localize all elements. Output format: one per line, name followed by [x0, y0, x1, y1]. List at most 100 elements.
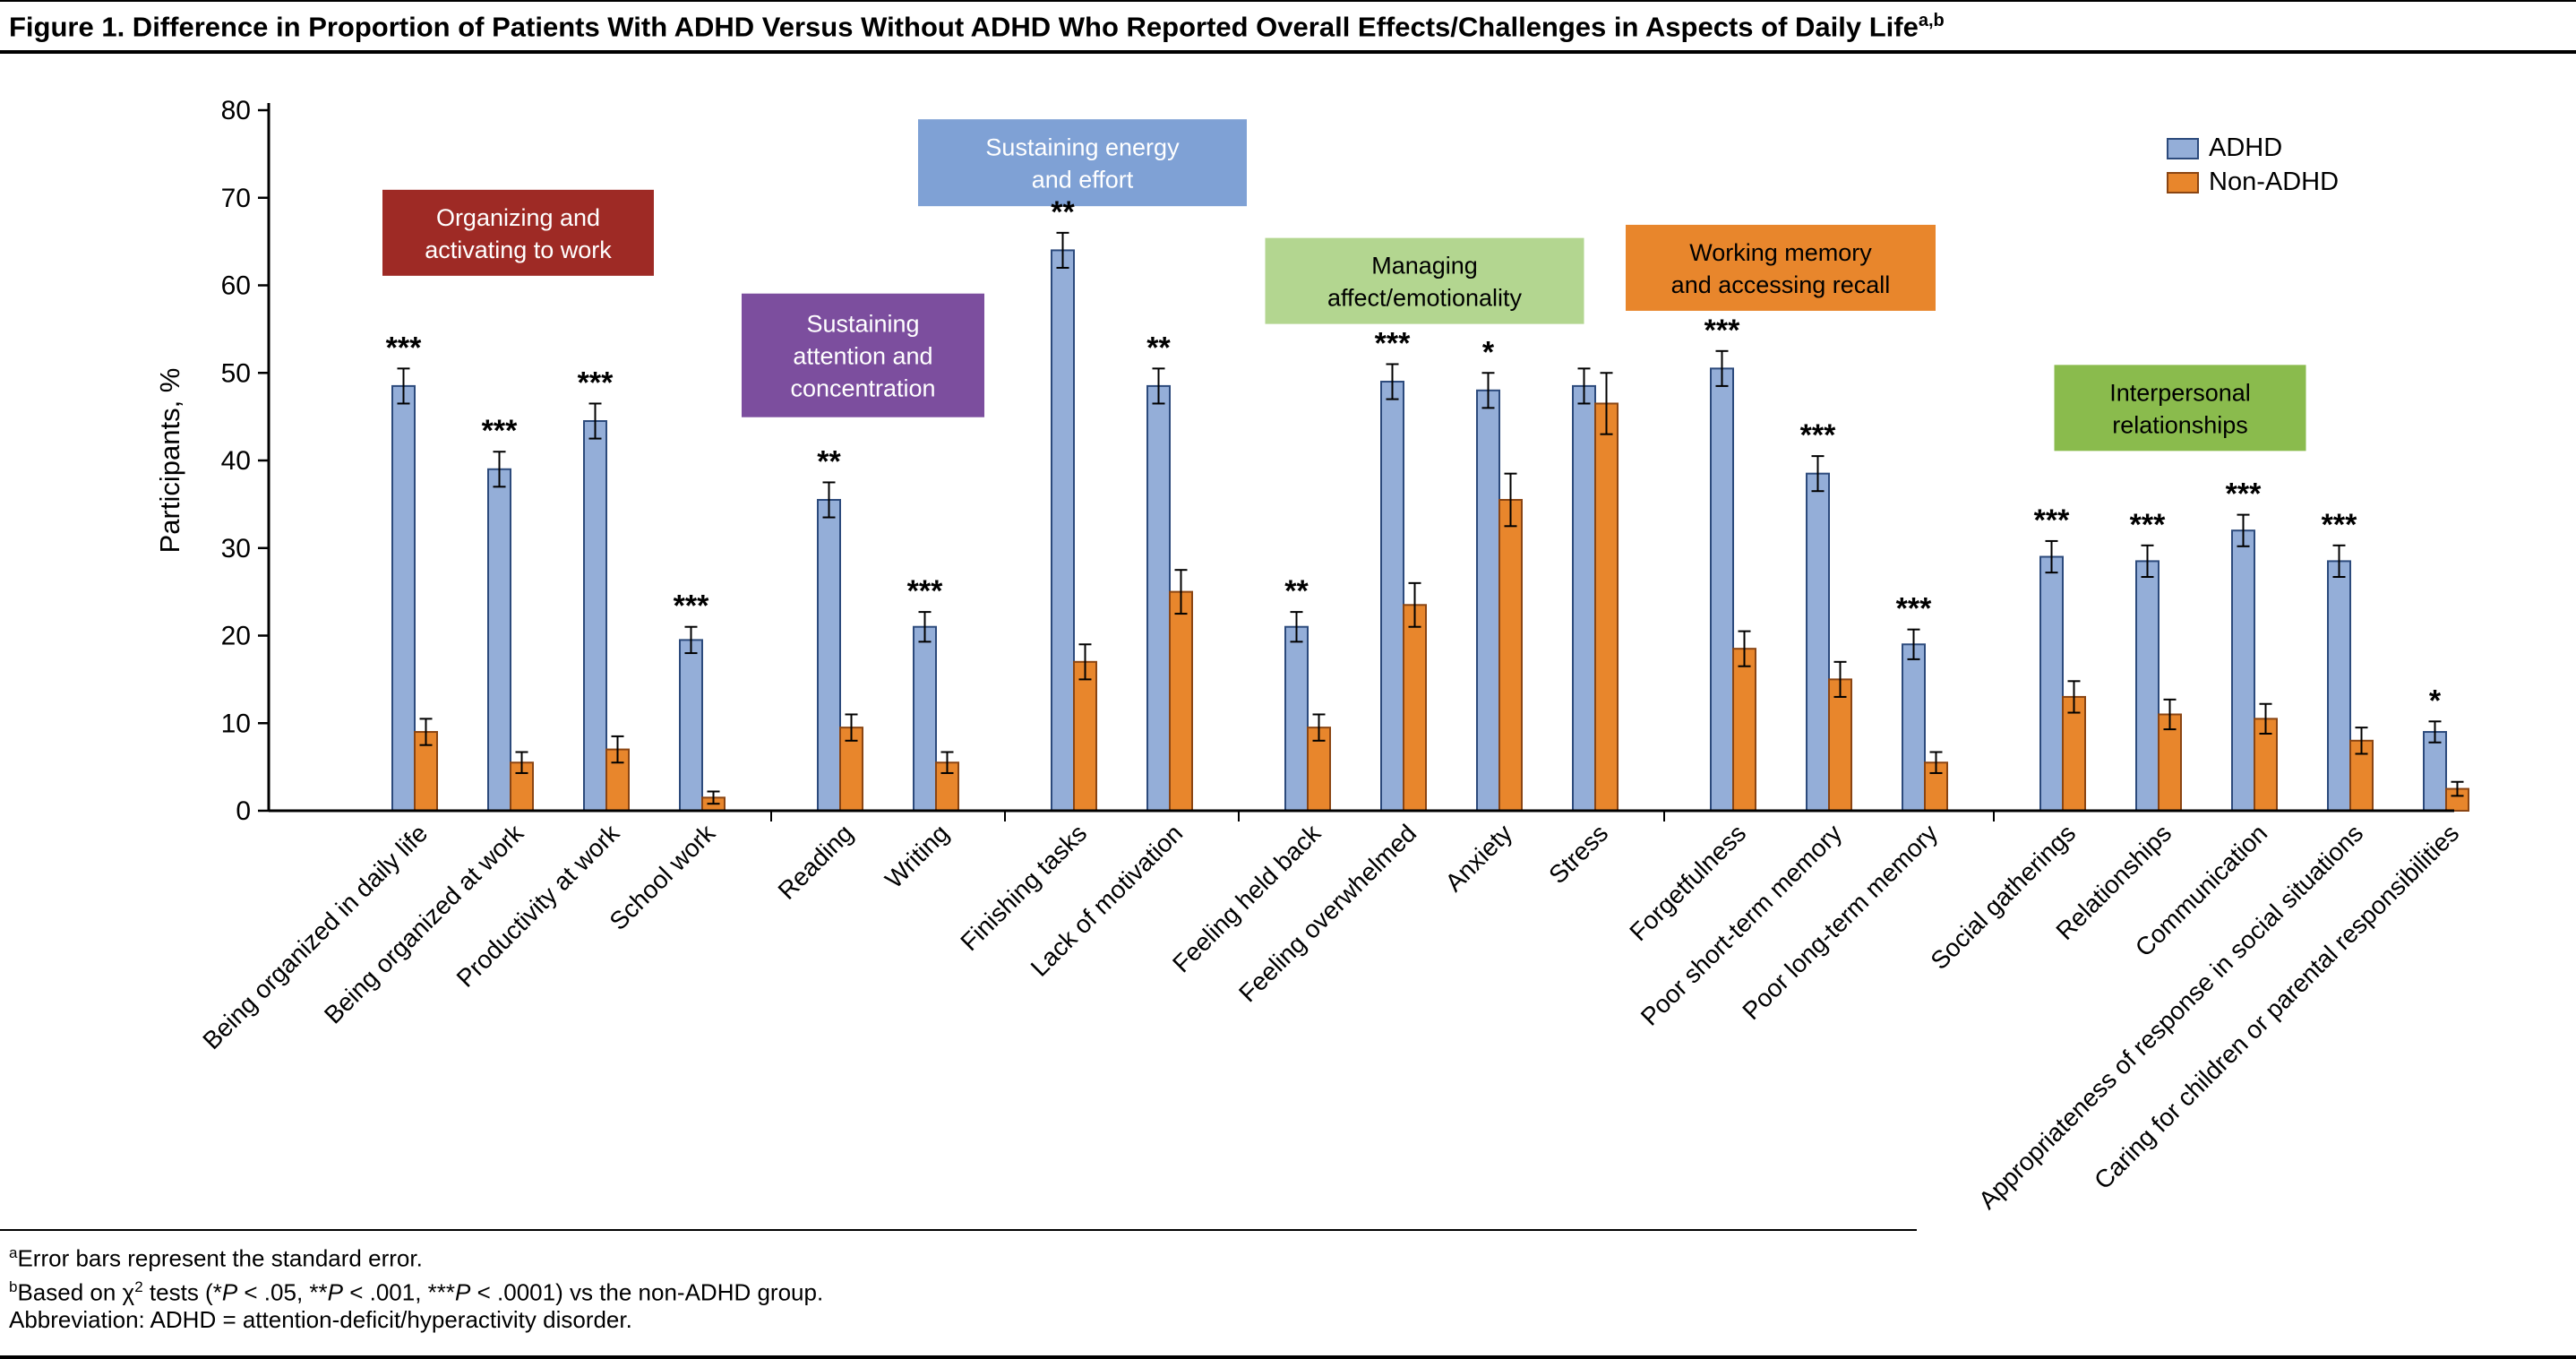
footnote-section: aError bars represent the standard error… — [0, 1229, 2576, 1334]
bar-non-adhd — [1403, 603, 1427, 812]
significance-marker: *** — [2322, 507, 2357, 541]
y-tick-label: 10 — [221, 709, 251, 738]
bar-adhd — [2423, 730, 2447, 812]
x-tick-label: Social gatherings — [1925, 819, 2081, 975]
bar-non-adhd — [2062, 695, 2086, 812]
significance-marker: *** — [674, 589, 709, 623]
group-label-box — [742, 293, 984, 417]
bar-adhd — [1902, 642, 1926, 812]
significance-marker: ** — [1146, 331, 1171, 365]
x-tick-label: Poor short-term memory — [1636, 819, 1847, 1030]
group-label: Organizing and — [436, 203, 600, 230]
y-tick-label: 40 — [221, 446, 251, 476]
bar-non-adhd — [2158, 712, 2182, 812]
footnote: Abbreviation: ADHD = attention-deficit/h… — [9, 1306, 632, 1334]
significance-marker: ** — [1284, 574, 1309, 608]
bottom-rule — [0, 1355, 2576, 1359]
group-label: and accessing recall — [1671, 271, 1891, 297]
bar-adhd — [1146, 384, 1171, 812]
x-tick-label: Productivity at work — [451, 818, 625, 992]
footnote: aError bars represent the standard error… — [9, 1244, 423, 1272]
x-tick-label: Poor long-term memory — [1737, 819, 1943, 1025]
bar-adhd — [1476, 389, 1500, 812]
significance-marker: *** — [386, 331, 422, 365]
significance-marker: *** — [2226, 477, 2262, 511]
group-label-box — [1265, 237, 1584, 324]
group-label-box — [1626, 224, 1936, 311]
bar-adhd — [913, 625, 937, 812]
bar-adhd — [1572, 384, 1596, 812]
bar-adhd — [2039, 555, 2064, 812]
significance-marker: *** — [1896, 591, 1932, 625]
group-label: attention and — [793, 342, 932, 369]
x-tick-label: Writing — [880, 819, 954, 893]
top-rule — [0, 0, 2576, 2]
group-label: Managing — [1371, 252, 1478, 279]
y-tick-label: 80 — [221, 96, 251, 125]
bar-non-adhd — [1498, 498, 1523, 812]
x-tick-label: Being organized at work — [319, 818, 529, 1028]
group-label-box — [918, 118, 1247, 206]
group-label: affect/emotionality — [1327, 284, 1523, 311]
group-label-box — [382, 189, 654, 276]
y-tick-label: 0 — [236, 796, 251, 826]
bar-non-adhd — [1073, 660, 1097, 812]
group-label: activating to work — [425, 236, 612, 262]
group-label-box — [2054, 364, 2306, 451]
y-tick-label: 30 — [221, 533, 251, 563]
significance-marker: *** — [1375, 326, 1411, 360]
bar-adhd — [391, 384, 416, 812]
bar-non-adhd — [1594, 401, 1619, 812]
significance-marker: *** — [2034, 503, 2070, 537]
significance-marker: * — [1482, 335, 1495, 369]
bar-adhd — [2135, 559, 2160, 812]
group-label: and effort — [1032, 166, 1134, 193]
x-tick-label: Reading — [773, 819, 859, 905]
group-label: Working memory — [1689, 238, 1872, 265]
bar-adhd — [487, 468, 511, 812]
bar-non-adhd — [1732, 647, 1756, 812]
significance-marker: *** — [2130, 507, 2166, 541]
footnote-rule — [0, 1229, 1917, 1231]
significance-marker: *** — [907, 574, 943, 608]
bar-adhd — [1806, 472, 1830, 812]
x-tick-label: Anxiety — [1439, 819, 1517, 897]
bar-adhd — [1051, 248, 1075, 812]
y-tick-label: 20 — [221, 621, 251, 650]
significance-marker: *** — [1800, 418, 1836, 452]
figure-title: Figure 1. Difference in Proportion of Pa… — [0, 2, 2576, 50]
group-label: concentration — [790, 374, 935, 401]
title-rule — [0, 49, 2576, 54]
footnote: bBased on χ2 tests (*P < .05, **P < .001… — [9, 1277, 824, 1306]
x-tick-label: Caring for children or parental responsi… — [2089, 819, 2464, 1194]
bar-adhd — [1710, 366, 1734, 812]
legend-swatch-adhd — [2167, 137, 2199, 159]
group-label: Interpersonal — [2109, 379, 2251, 406]
bar-adhd — [2231, 529, 2255, 812]
significance-marker: *** — [578, 366, 614, 400]
x-tick-label: Stress — [1543, 819, 1613, 889]
footnotes: aError bars represent the standard error… — [0, 1239, 2576, 1334]
significance-marker: *** — [482, 414, 518, 448]
group-label: Sustaining energy — [985, 133, 1180, 160]
legend-label: ADHD — [2209, 133, 2282, 162]
group-label: relationships — [2112, 411, 2248, 438]
figure-title-superscript: a,b — [1918, 11, 1945, 30]
bar-adhd — [583, 419, 607, 812]
y-tick-label: 60 — [221, 271, 251, 300]
figure-title-text: Figure 1. Difference in Proportion of Pa… — [9, 11, 1919, 43]
significance-marker: *** — [1704, 313, 1740, 347]
bar-adhd — [2327, 559, 2351, 812]
bar-adhd — [817, 498, 841, 812]
group-label: Sustaining — [806, 310, 919, 337]
significance-marker: ** — [1051, 194, 1075, 228]
legend-swatch-non-adhd — [2167, 171, 2199, 194]
y-tick-label: 70 — [221, 183, 251, 212]
bar-chart: Organizing and activating to work Sustaini… — [154, 96, 2469, 1214]
bar-adhd — [1284, 625, 1309, 812]
bar-adhd — [1380, 380, 1404, 812]
significance-marker: ** — [817, 444, 841, 478]
bar-adhd — [679, 638, 703, 812]
legend-label: Non-ADHD — [2209, 168, 2339, 196]
